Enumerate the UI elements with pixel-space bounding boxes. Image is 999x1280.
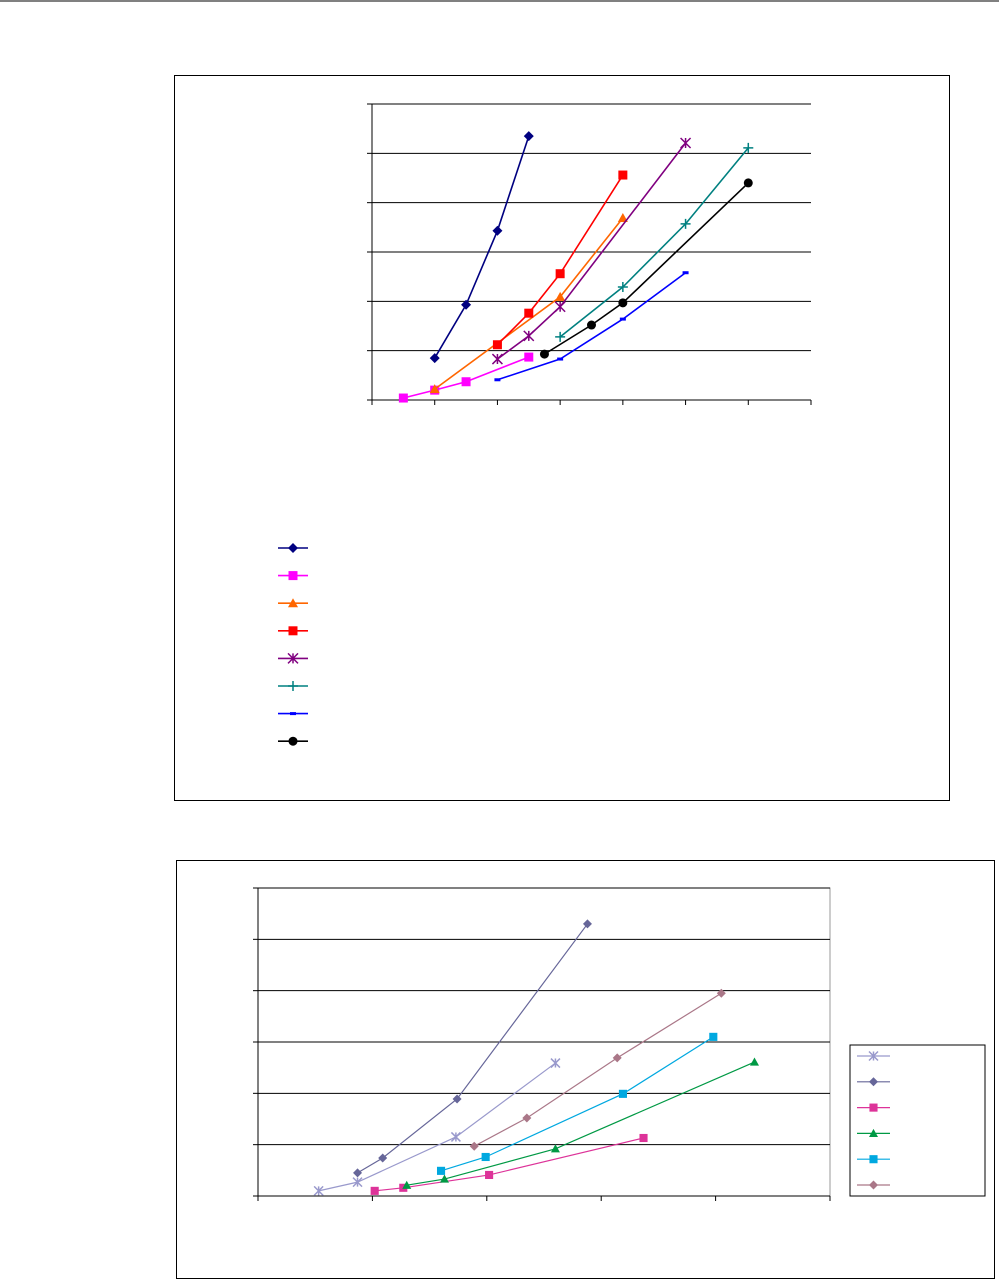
legend-marker bbox=[288, 598, 298, 608]
marker bbox=[402, 1180, 412, 1189]
legend-marker bbox=[869, 1180, 878, 1190]
marker bbox=[452, 1094, 462, 1104]
legend-marker bbox=[869, 1155, 878, 1164]
series-line bbox=[496, 142, 687, 360]
marker bbox=[682, 271, 689, 275]
marker bbox=[749, 1057, 759, 1066]
marker bbox=[398, 393, 408, 403]
marker bbox=[492, 225, 503, 236]
marker bbox=[491, 353, 503, 365]
legend-marker bbox=[869, 1103, 878, 1112]
marker bbox=[429, 384, 440, 394]
marker bbox=[557, 357, 564, 361]
legend-marker bbox=[869, 1077, 878, 1087]
legend-marker bbox=[288, 681, 298, 691]
marker bbox=[485, 1170, 494, 1180]
marker bbox=[619, 317, 626, 321]
legend-marker bbox=[287, 652, 299, 664]
marker bbox=[554, 301, 566, 313]
marker bbox=[618, 170, 628, 180]
series-line bbox=[434, 135, 530, 359]
series-line bbox=[440, 1036, 714, 1172]
marker bbox=[353, 1168, 363, 1178]
marker bbox=[618, 1089, 627, 1098]
marker bbox=[618, 298, 628, 308]
legend-marker bbox=[288, 571, 298, 581]
marker bbox=[450, 1131, 461, 1143]
marker bbox=[370, 1186, 379, 1195]
marker bbox=[439, 1174, 449, 1183]
marker bbox=[617, 212, 628, 222]
marker bbox=[743, 178, 753, 188]
series-line bbox=[406, 1061, 755, 1186]
legend-marker bbox=[288, 543, 298, 553]
marker bbox=[481, 1152, 490, 1162]
marker bbox=[550, 1144, 560, 1153]
marker bbox=[555, 269, 565, 279]
marker bbox=[680, 137, 692, 149]
legend-marker bbox=[288, 626, 298, 636]
legend-marker bbox=[288, 736, 298, 746]
marker bbox=[494, 378, 501, 382]
series-line bbox=[403, 356, 530, 399]
marker bbox=[680, 218, 691, 229]
series-line bbox=[496, 174, 624, 346]
marker bbox=[550, 1058, 561, 1069]
marker bbox=[461, 377, 471, 387]
series-line bbox=[497, 272, 687, 381]
marker bbox=[524, 308, 534, 318]
marker bbox=[429, 353, 440, 364]
legend-box bbox=[849, 1044, 986, 1197]
chart-frame bbox=[174, 75, 950, 801]
marker bbox=[582, 919, 592, 929]
series-line bbox=[318, 1062, 556, 1192]
marker bbox=[612, 1053, 622, 1063]
marker bbox=[461, 299, 472, 310]
marker bbox=[539, 349, 549, 359]
marker bbox=[522, 1113, 532, 1123]
marker bbox=[469, 1141, 479, 1151]
marker bbox=[523, 330, 535, 342]
series-line bbox=[544, 182, 749, 355]
marker bbox=[492, 340, 502, 350]
marker bbox=[555, 291, 566, 301]
marker bbox=[523, 131, 534, 142]
marker bbox=[378, 1153, 388, 1163]
marker bbox=[555, 331, 566, 342]
marker bbox=[639, 1133, 648, 1143]
series-line bbox=[559, 147, 749, 338]
series-line bbox=[473, 992, 722, 1147]
marker bbox=[743, 142, 754, 153]
marker bbox=[524, 352, 534, 362]
marker bbox=[716, 988, 726, 998]
marker bbox=[709, 1032, 718, 1041]
legend-marker bbox=[868, 1050, 879, 1062]
marker bbox=[313, 1185, 324, 1196]
legend-marker bbox=[869, 1128, 878, 1137]
legend-marker bbox=[290, 712, 296, 716]
marker bbox=[436, 1166, 446, 1175]
marker bbox=[587, 320, 596, 330]
marker bbox=[352, 1177, 363, 1188]
marker bbox=[617, 282, 628, 293]
series-line bbox=[357, 923, 588, 1174]
